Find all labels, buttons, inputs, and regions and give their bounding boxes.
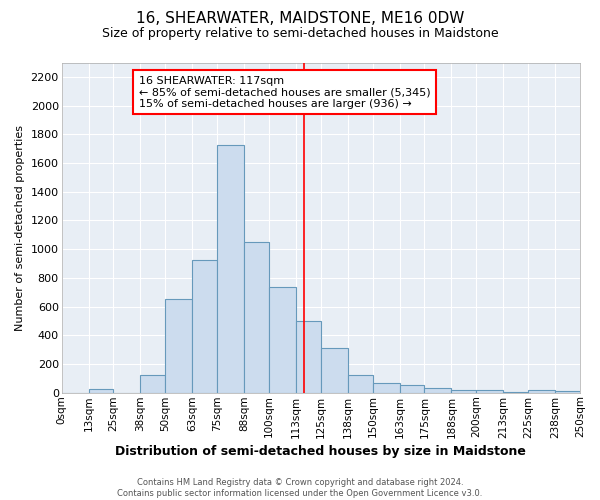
Bar (400, 386, 424, 392)
Bar (296, 321, 321, 392)
Text: 16, SHEARWATER, MAIDSTONE, ME16 0DW: 16, SHEARWATER, MAIDSTONE, ME16 0DW (136, 11, 464, 26)
Bar (165, 300, 192, 392)
Bar (89, 389, 113, 392)
Text: Contains HM Land Registry data © Crown copyright and database right 2024.
Contai: Contains HM Land Registry data © Crown c… (118, 478, 482, 498)
Bar (555, 391, 580, 392)
Bar (476, 390, 503, 392)
Text: Size of property relative to semi-detached houses in Maidstone: Size of property relative to semi-detach… (101, 28, 499, 40)
Bar (424, 388, 451, 392)
Bar (217, 145, 244, 392)
Bar (373, 382, 400, 392)
Bar (528, 390, 555, 392)
Bar (244, 242, 269, 392)
Bar (192, 260, 217, 392)
Bar (269, 287, 296, 393)
Text: 16 SHEARWATER: 117sqm
← 85% of semi-detached houses are smaller (5,345)
15% of s: 16 SHEARWATER: 117sqm ← 85% of semi-deta… (139, 76, 430, 109)
Bar (451, 390, 476, 392)
Bar (348, 374, 373, 392)
Bar (140, 374, 165, 392)
Bar (321, 348, 348, 393)
X-axis label: Distribution of semi-detached houses by size in Maidstone: Distribution of semi-detached houses by … (115, 444, 526, 458)
Y-axis label: Number of semi-detached properties: Number of semi-detached properties (15, 124, 25, 330)
